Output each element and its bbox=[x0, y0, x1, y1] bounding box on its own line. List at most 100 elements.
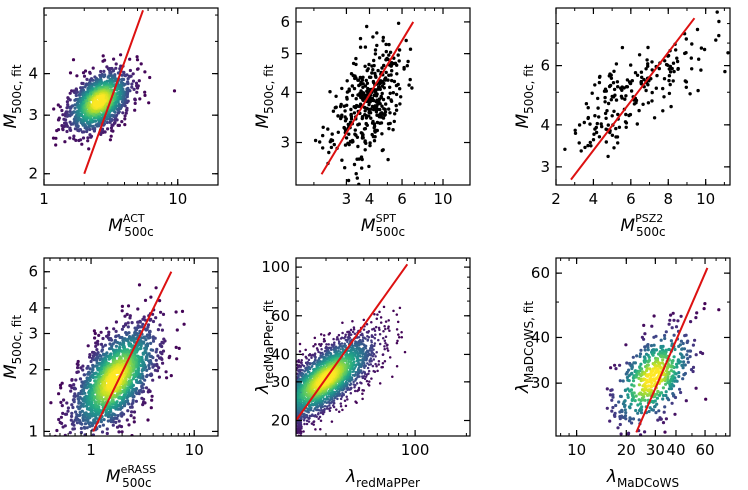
data-point bbox=[128, 405, 133, 409]
data-point bbox=[633, 71, 638, 75]
data-point bbox=[130, 321, 134, 325]
data-point bbox=[307, 420, 311, 423]
data-point bbox=[364, 78, 368, 83]
data-point bbox=[101, 423, 105, 427]
data-point bbox=[361, 91, 365, 95]
data-point bbox=[336, 114, 340, 118]
data-point bbox=[339, 402, 343, 405]
data-point bbox=[147, 359, 151, 363]
data-point bbox=[320, 347, 323, 351]
data-point bbox=[334, 94, 338, 99]
data-point bbox=[365, 89, 369, 94]
data-point bbox=[68, 136, 72, 140]
data-point bbox=[368, 141, 372, 145]
data-point bbox=[81, 443, 84, 446]
data-point bbox=[123, 123, 127, 127]
data-point bbox=[634, 101, 638, 105]
data-point bbox=[296, 443, 299, 446]
data-point bbox=[98, 424, 102, 428]
data-point bbox=[305, 356, 308, 360]
data-point bbox=[150, 398, 154, 402]
data-point bbox=[134, 399, 138, 403]
data-point bbox=[378, 333, 382, 336]
data-point bbox=[384, 320, 388, 323]
data-point bbox=[396, 21, 401, 25]
data-point bbox=[70, 414, 74, 418]
data-point bbox=[71, 104, 75, 108]
data-point bbox=[603, 111, 608, 116]
data-point bbox=[58, 105, 62, 109]
points-psz2 bbox=[563, 10, 730, 159]
y-tick-label: 3 bbox=[280, 134, 290, 152]
fit-line bbox=[92, 271, 173, 432]
data-point bbox=[81, 368, 85, 372]
data-point bbox=[341, 391, 344, 395]
data-point bbox=[151, 319, 156, 324]
data-point bbox=[356, 144, 360, 149]
data-point bbox=[335, 395, 338, 398]
data-point bbox=[689, 56, 693, 60]
data-point bbox=[361, 397, 364, 401]
data-point bbox=[54, 136, 58, 140]
data-point bbox=[105, 120, 109, 125]
y-tick-label: 4 bbox=[540, 116, 550, 134]
data-point bbox=[645, 58, 649, 62]
data-point bbox=[369, 354, 373, 357]
data-point bbox=[81, 136, 86, 140]
x-axis-label: MeRASS 500c bbox=[106, 463, 156, 490]
data-point bbox=[70, 411, 74, 415]
data-point bbox=[321, 353, 325, 356]
data-point bbox=[95, 348, 99, 352]
data-point bbox=[697, 57, 701, 61]
data-point bbox=[155, 347, 159, 351]
data-point bbox=[154, 358, 158, 362]
data-point bbox=[367, 62, 371, 67]
data-point bbox=[122, 71, 126, 75]
data-point bbox=[614, 126, 618, 131]
data-point bbox=[95, 352, 99, 356]
data-point bbox=[696, 88, 700, 93]
data-point bbox=[607, 74, 611, 78]
data-point bbox=[584, 102, 589, 106]
data-point bbox=[374, 325, 378, 329]
y-tick-label: 4 bbox=[28, 65, 38, 83]
data-point bbox=[350, 93, 355, 98]
data-point bbox=[347, 87, 351, 91]
data-point bbox=[389, 99, 394, 104]
data-point bbox=[319, 333, 323, 336]
data-point bbox=[620, 85, 624, 89]
data-point bbox=[140, 384, 144, 388]
data-point bbox=[363, 148, 367, 152]
data-point bbox=[130, 85, 134, 89]
data-point bbox=[66, 409, 70, 413]
data-point bbox=[325, 358, 329, 361]
data-point bbox=[373, 342, 377, 345]
data-point bbox=[164, 370, 168, 374]
data-point bbox=[616, 85, 620, 89]
data-point bbox=[370, 341, 373, 344]
data-point bbox=[361, 334, 364, 337]
data-point bbox=[174, 345, 178, 349]
data-point bbox=[386, 327, 390, 330]
data-point bbox=[91, 78, 95, 82]
data-point bbox=[120, 78, 124, 82]
data-point bbox=[175, 357, 179, 361]
data-point bbox=[610, 133, 615, 137]
data-point bbox=[383, 78, 388, 82]
data-point bbox=[101, 400, 105, 404]
data-point bbox=[131, 79, 136, 83]
data-point bbox=[105, 427, 109, 431]
data-point bbox=[134, 369, 138, 373]
data-point bbox=[138, 97, 142, 101]
x-tick-label: 8 bbox=[663, 190, 673, 208]
data-point bbox=[71, 405, 75, 410]
data-point bbox=[344, 404, 348, 408]
data-point bbox=[91, 66, 95, 70]
data-point bbox=[650, 60, 654, 64]
data-point bbox=[115, 354, 119, 358]
y-tick-label: 1 bbox=[28, 422, 38, 440]
data-point bbox=[353, 132, 357, 136]
data-point bbox=[612, 146, 616, 150]
data-point bbox=[131, 388, 135, 392]
data-point bbox=[49, 401, 53, 405]
